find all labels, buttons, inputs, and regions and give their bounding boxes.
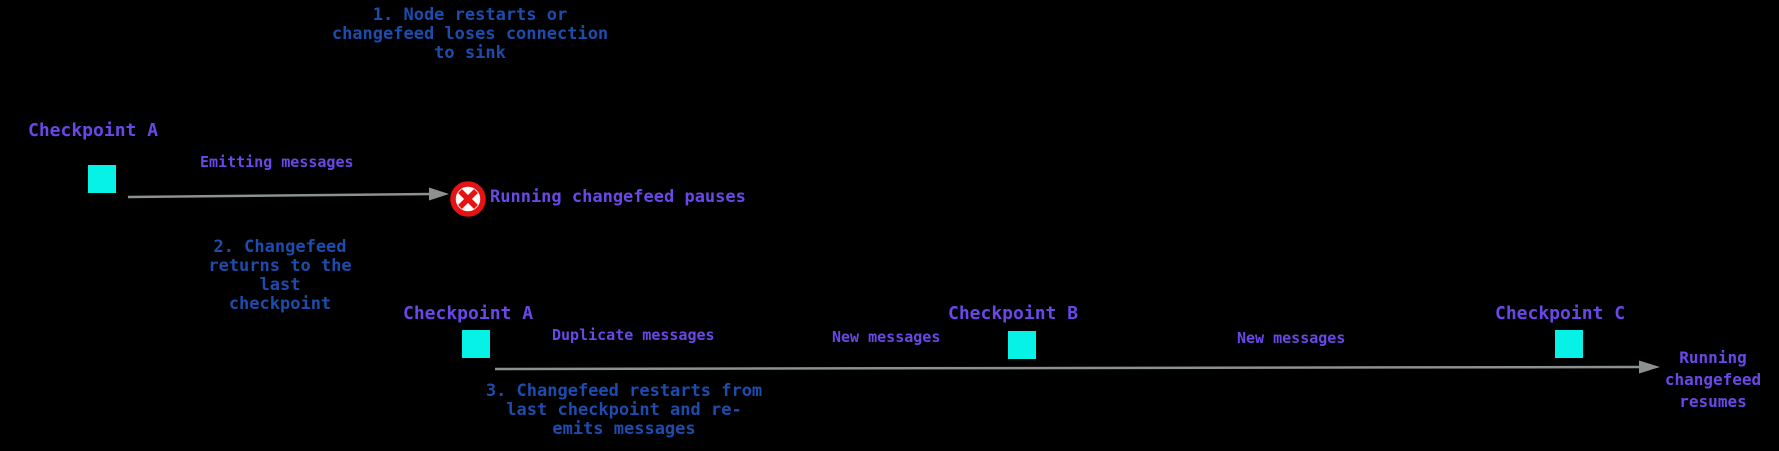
step-3-note: 3. Changefeed restarts from last checkpo… [485,381,763,439]
checkpoint-a-marker-after [462,330,490,358]
duplicate-messages-label: Duplicate messages [552,326,715,344]
step-1-note: 1. Node restarts or changefeed loses con… [331,5,609,63]
emitting-messages-label: Emitting messages [200,153,354,171]
running-changefeed-resumes-label: Running changefeed resumes [1664,348,1762,411]
checkpoint-c-label: Checkpoint C [1495,303,1626,324]
running-changefeed-pauses-label: Running changefeed pauses [490,187,746,207]
checkpoint-c-marker [1555,330,1583,358]
checkpoint-b-marker [1008,331,1036,359]
circled-x-icon [450,181,486,217]
new-messages-1-label: New messages [832,328,941,346]
resume-arrow [494,360,1660,374]
checkpoint-a-marker-before [88,165,116,193]
emitting-arrow [127,187,449,201]
step-2-note: 2. Changefeed returns to the last checkp… [208,237,352,314]
checkpoint-b-label: Checkpoint B [948,303,1079,324]
new-messages-2-label: New messages [1237,329,1346,347]
checkpoint-a-label-after: Checkpoint A [403,303,534,324]
checkpoint-a-label-before: Checkpoint A [28,120,159,141]
